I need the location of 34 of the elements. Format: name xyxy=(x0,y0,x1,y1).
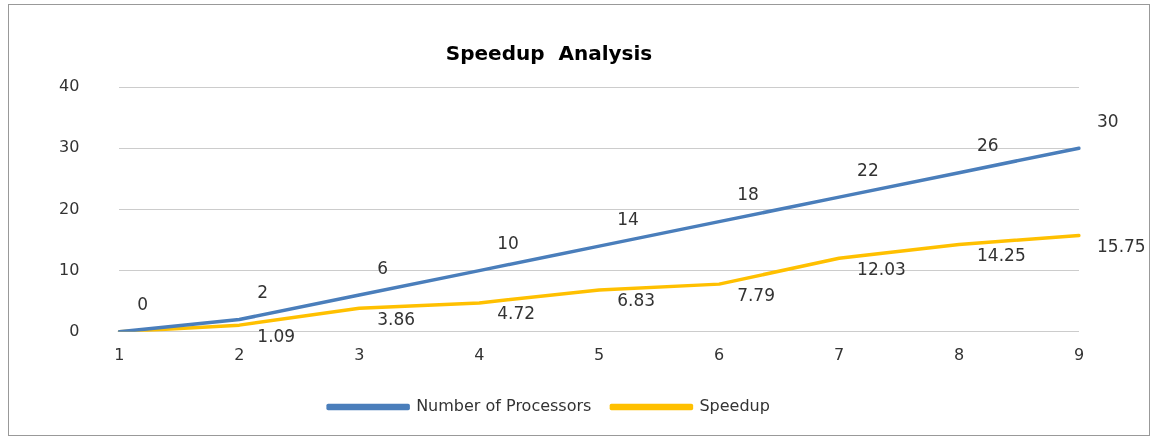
data-label: 0 xyxy=(137,294,149,315)
data-label: 14.25 xyxy=(977,245,1026,266)
x-tick-label: 7 xyxy=(834,344,845,364)
y-tick-label: 30 xyxy=(59,137,80,157)
legend-label: Speedup xyxy=(699,396,770,416)
x-tick-label: 6 xyxy=(714,344,725,364)
data-label: 2 xyxy=(257,281,269,302)
x-tick-label: 9 xyxy=(1073,344,1085,364)
data-label: 1.09 xyxy=(257,325,296,346)
y-tick-label: 20 xyxy=(59,198,80,218)
data-label: 6.83 xyxy=(617,290,656,311)
chart-title: Speedup Analysis xyxy=(445,41,653,66)
data-label: 12.03 xyxy=(857,258,906,279)
data-label: 3.86 xyxy=(377,308,416,329)
data-label: 18 xyxy=(737,184,759,205)
data-label: 10 xyxy=(497,233,519,254)
data-label: 7.79 xyxy=(737,284,775,305)
x-tick-label: 8 xyxy=(953,344,965,364)
data-label: 22 xyxy=(857,159,879,180)
data-label: 26 xyxy=(977,135,999,156)
legend-label: Number of Processors xyxy=(416,396,592,416)
x-tick-label: 5 xyxy=(594,344,605,364)
y-tick-label: 10 xyxy=(59,259,80,279)
x-tick-label: 3 xyxy=(354,344,365,364)
data-label: 15.75 xyxy=(1097,235,1146,256)
y-tick-label: 40 xyxy=(59,76,80,96)
y-tick-label: 0 xyxy=(69,320,80,340)
data-label: 6 xyxy=(377,257,389,278)
data-label: 4.72 xyxy=(497,303,536,324)
x-tick-label: 1 xyxy=(114,344,125,364)
data-label: 30 xyxy=(1097,110,1119,131)
x-tick-label: 4 xyxy=(474,344,485,364)
x-tick-label: 2 xyxy=(234,344,245,364)
data-label: 14 xyxy=(617,208,639,229)
